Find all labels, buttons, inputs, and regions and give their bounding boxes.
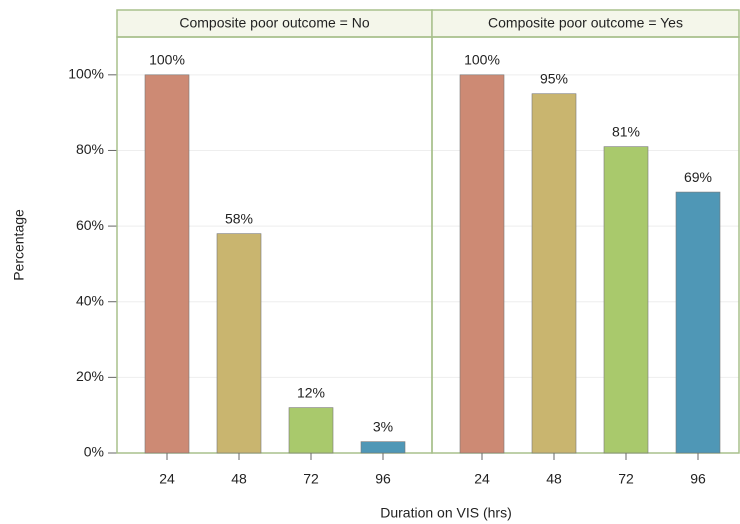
y-tick-label: 40% <box>76 292 104 308</box>
bar <box>603 146 649 454</box>
value-label: 100% <box>464 52 500 68</box>
y-tick-label: 80% <box>76 141 104 157</box>
x-tick-label: 72 <box>618 471 634 487</box>
bar <box>360 441 406 454</box>
value-label: 81% <box>612 123 640 139</box>
y-tick-label: 100% <box>68 66 104 82</box>
panel-title: Composite poor outcome = No <box>179 15 369 31</box>
x-axis-label: Duration on VIS (hrs) <box>380 505 512 521</box>
x-tick-label: 96 <box>690 471 706 487</box>
value-label: 3% <box>373 418 393 434</box>
bar <box>459 74 505 454</box>
y-tick-label: 60% <box>76 217 104 233</box>
bar <box>216 233 262 454</box>
bar <box>144 74 190 454</box>
value-label: 12% <box>297 384 325 400</box>
panel-title: Composite poor outcome = Yes <box>488 15 683 31</box>
y-axis-label: Percentage <box>11 209 27 281</box>
y-tick-label: 0% <box>84 444 104 460</box>
value-label: 58% <box>225 210 253 226</box>
x-tick-label: 72 <box>303 471 319 487</box>
x-tick-label: 48 <box>231 471 247 487</box>
panel-frame <box>431 36 740 454</box>
bar <box>531 93 577 454</box>
x-tick-label: 24 <box>474 471 490 487</box>
x-tick-label: 24 <box>159 471 175 487</box>
x-tick-label: 48 <box>546 471 562 487</box>
panel-header <box>431 9 740 38</box>
value-label: 69% <box>684 169 712 185</box>
y-tick-label: 20% <box>76 368 104 384</box>
value-label: 95% <box>540 70 568 86</box>
bar <box>675 191 721 454</box>
bar <box>288 407 334 454</box>
value-label: 100% <box>149 52 185 68</box>
x-tick-label: 96 <box>375 471 391 487</box>
